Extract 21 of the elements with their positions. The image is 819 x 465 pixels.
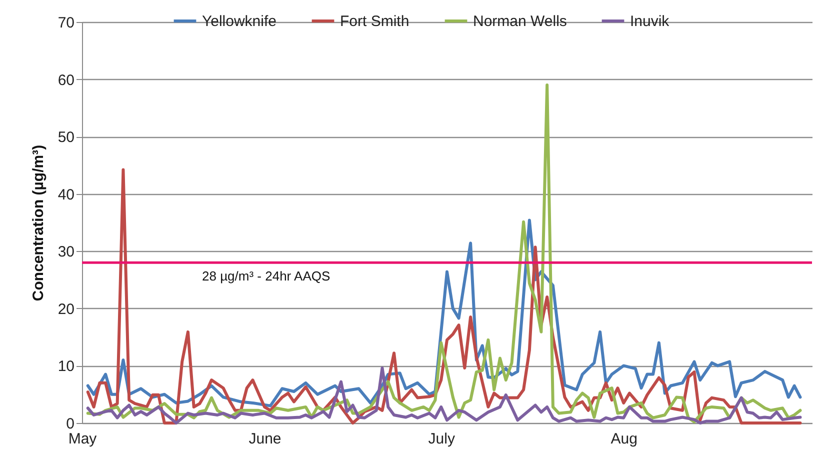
y-tick-label: 50 [58,129,74,146]
x-tick-label: June [248,430,282,448]
line-series [86,366,802,424]
y-tick-label: 70 [58,14,74,32]
y-tick-label: 10 [58,358,74,376]
x-tick-label: July [428,430,456,448]
legend-label: Norman Wells [473,13,567,30]
y-axis-title: Concentration (µg/m³) [30,144,47,302]
ref-line-label: 28 µg/m³ - 24hr AAQS [202,268,330,284]
y-tick-label: 0 [66,416,74,432]
line-series [86,84,802,424]
line-series [86,168,802,424]
x-tick-label: May [68,430,98,448]
y-tick-label: 40 [58,186,74,204]
y-tick-label: 60 [58,72,74,89]
y-tick-label: 30 [58,244,74,261]
y-tick-label: 20 [58,300,74,318]
legend-label: Inuvik [630,13,670,30]
legend-label: Fort Smith [340,13,410,30]
x-tick-label: Aug [610,430,638,448]
legend-label: Yellowknife [202,13,276,30]
